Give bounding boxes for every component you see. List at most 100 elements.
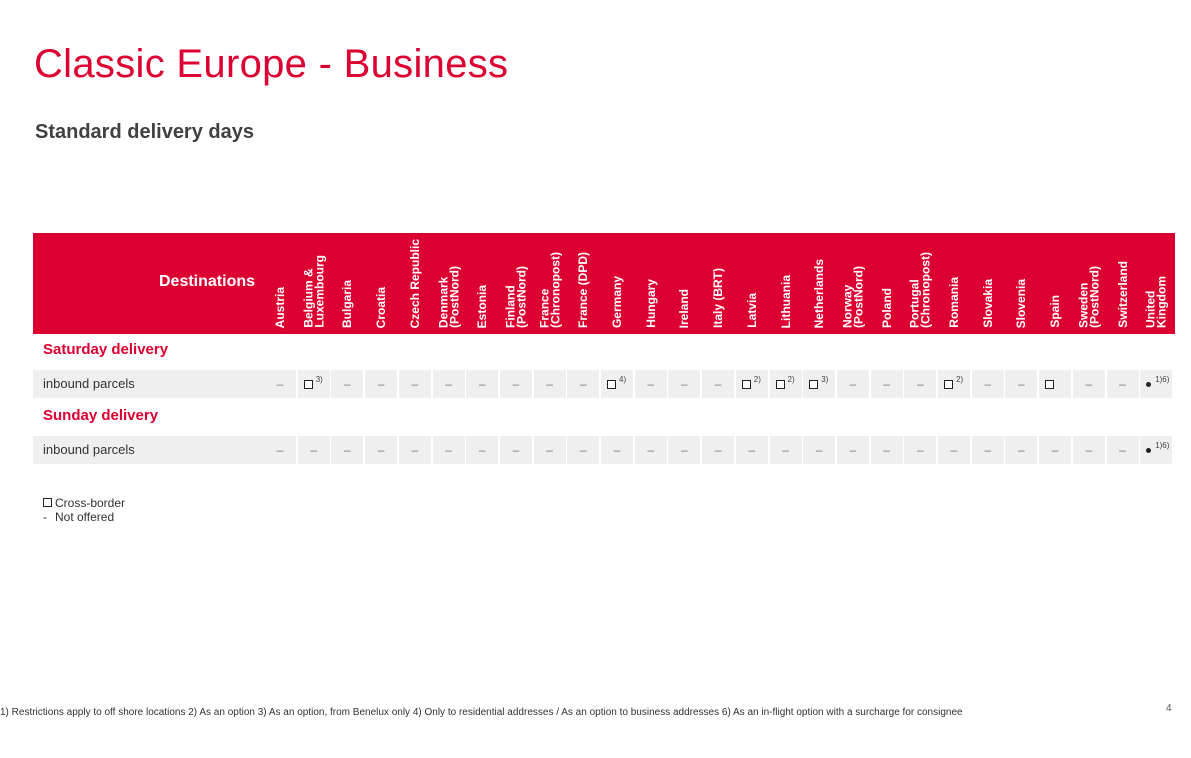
not-offered-dash: – [546, 443, 553, 457]
footnote-ref: 2) [956, 375, 964, 384]
column-header: Romania [938, 233, 971, 334]
column-header-label-line2: Kingdom [1154, 276, 1169, 328]
not-offered-dash: – [1085, 443, 1093, 457]
table-cell: – [1106, 370, 1139, 398]
table-cell: – [904, 436, 937, 464]
destinations-header: Destinations [159, 273, 256, 290]
table-cell: – [567, 370, 600, 398]
section-title: Sunday delivery [43, 407, 159, 424]
not-offered-dash: – [714, 377, 722, 391]
column-header-label: Czech Republic [407, 238, 422, 328]
not-offered-dash: – [647, 443, 655, 457]
column-header: Finland (PostNord) [500, 233, 533, 334]
table-header: Destinations Austria Belgium & Luxembourg B… [33, 233, 1175, 334]
table-cell: – [331, 436, 364, 464]
table-cell: – [533, 436, 566, 464]
not-offered-dash: – [883, 443, 890, 457]
table-cell: 3) [297, 370, 330, 398]
table-cell: 1)6) [1140, 436, 1173, 464]
checkbox-square-icon [43, 498, 52, 507]
column-header-label: Hungary [643, 279, 658, 328]
table-cell: – [1106, 436, 1139, 464]
column-header-label: France (DPD) [576, 251, 591, 328]
page-title: Classic Europe - Business [34, 42, 509, 86]
column-header: France (DPD) [567, 233, 600, 334]
not-offered-dash: – [445, 443, 452, 457]
column-header: Estonia [466, 233, 499, 334]
footnote-ref: 3) [821, 375, 829, 384]
row-label: inbound parcels [43, 376, 135, 391]
table-cell: – [702, 436, 735, 464]
not-offered-dash: – [748, 443, 756, 457]
table-cell: 1)6) [1140, 370, 1173, 398]
table-cell: – [1072, 436, 1105, 464]
row-label-cell: inbound parcels [33, 436, 264, 464]
not-offered-dash: – [512, 443, 520, 457]
cross-border-box-icon [303, 380, 313, 389]
not-offered-dash: – [782, 443, 789, 457]
table-cell: – [533, 370, 566, 398]
table-cell: – [567, 436, 600, 464]
column-header-label-line2: (PostNord) [851, 266, 866, 328]
page-number: 4 [1166, 703, 1172, 714]
column-header-label: Croatia [374, 286, 389, 328]
not-offered-dash: – [1018, 377, 1025, 391]
not-offered-dash: – [579, 443, 587, 457]
column-header: Slovenia [1005, 233, 1038, 334]
column-header: Austria [264, 233, 297, 334]
cross-border-box-icon [741, 380, 751, 389]
table-cell: – [769, 436, 802, 464]
not-offered-dash: – [647, 377, 655, 391]
table-cell: – [1072, 370, 1105, 398]
bullet-dot-icon [1146, 382, 1152, 387]
not-offered-dash: – [411, 377, 419, 391]
table-cell: – [499, 436, 532, 464]
column-header-label: Lithuania [778, 274, 793, 328]
table-cell: – [264, 370, 296, 398]
bullet-dot-icon [1146, 448, 1152, 453]
table-cell: – [668, 370, 701, 398]
column-header: Czech Republic [399, 233, 432, 334]
column-header-label: Romania [947, 277, 961, 328]
table-cell: – [264, 436, 296, 464]
table-cell: 4) [601, 370, 633, 398]
not-offered-dash: – [613, 443, 621, 457]
not-offered-dash: – [377, 443, 385, 457]
legend-not-offered: - Not offered [43, 510, 115, 524]
not-offered-dash: – [1018, 443, 1025, 457]
column-header: Hungary [635, 233, 668, 334]
not-offered-dash: – [984, 377, 992, 391]
table-cell: – [668, 436, 701, 464]
column-header-label-line2: (PostNord) [447, 266, 461, 328]
footnote-ref: 2) [753, 375, 761, 384]
column-header-label: Bulgaria [340, 279, 355, 328]
footnote-ref: 1)6) [1155, 375, 1170, 384]
row-label: inbound parcels [43, 442, 135, 457]
not-offered-dash: – [916, 443, 924, 457]
table-cell: 3) [803, 370, 836, 398]
section-title: Saturday delivery [43, 341, 169, 358]
not-offered-dash: – [276, 377, 284, 391]
not-offered-dash: – [344, 377, 351, 391]
column-header-label-line2: Luxembourg [312, 255, 327, 328]
table-cell: – [735, 436, 768, 464]
column-header: Norway (PostNord) [837, 233, 870, 334]
column-header-label: Estonia [475, 284, 490, 328]
not-offered-dash: – [579, 377, 587, 391]
column-header-label: Slovakia [980, 279, 995, 328]
table-cell: – [1005, 436, 1038, 464]
column-header-label: Italy (BRT) [711, 268, 726, 328]
not-offered-dash: – [1119, 443, 1126, 457]
table-cell: – [1039, 436, 1072, 464]
table-cell: – [702, 370, 735, 398]
table-cell: 2) [769, 370, 802, 398]
not-offered-dash: – [377, 377, 385, 391]
table-cell: – [870, 370, 903, 398]
column-header-label: Switzerland [1115, 261, 1130, 328]
table-cell: – [938, 436, 970, 464]
row-label-cell: inbound parcels [33, 370, 264, 398]
table-cell: – [634, 370, 667, 398]
table-row: inbound parcels – – – – – – – – – – – – – – – – – – – – – – – – –… [33, 436, 1175, 464]
footnote-ref: 3) [315, 375, 323, 384]
table-cell: – [601, 436, 633, 464]
